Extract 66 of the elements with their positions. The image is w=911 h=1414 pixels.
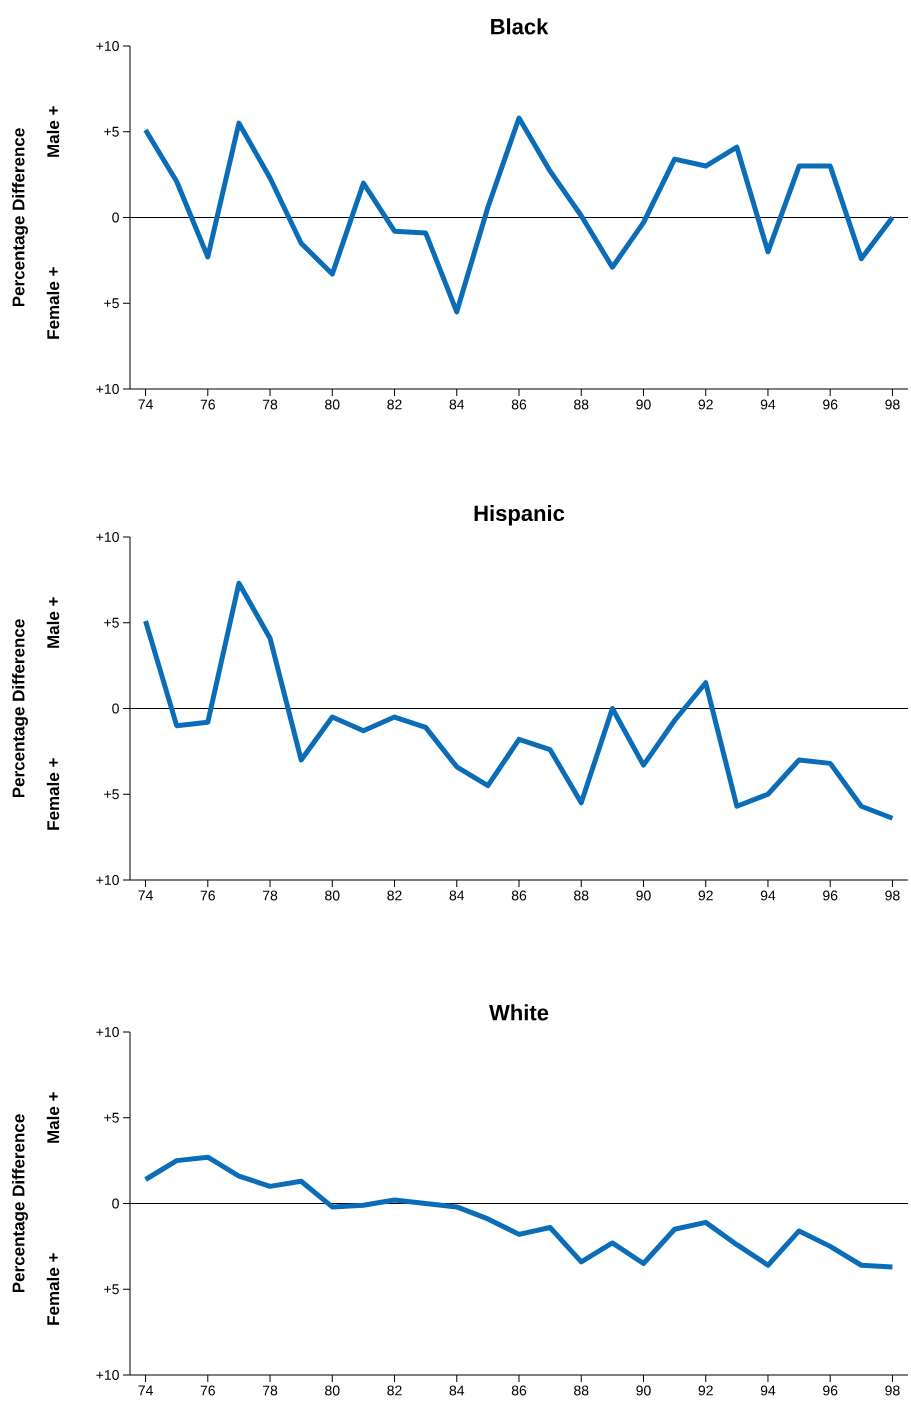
- y-tick-label: +5: [104, 1284, 119, 1295]
- y-tick-label: 0: [112, 212, 119, 223]
- x-tick-label: 90: [636, 890, 651, 901]
- x-tick-label: 82: [387, 890, 402, 901]
- x-tick-label: 86: [511, 890, 527, 901]
- x-tick-label: 76: [200, 1385, 215, 1396]
- x-tick-label: 94: [760, 399, 776, 410]
- y-tick-label: +10: [96, 384, 119, 394]
- x-tick-label: 88: [574, 1385, 589, 1396]
- text: Female +: [46, 267, 60, 339]
- y-tick-label: 0: [112, 703, 119, 714]
- text: Male +: [46, 597, 60, 648]
- y-axis-title: Percentage Difference: [12, 619, 28, 798]
- x-tick-label: 98: [885, 399, 900, 410]
- x-tick-label: 84: [449, 1385, 465, 1396]
- y-tick-label: +10: [96, 1027, 119, 1037]
- x-tick-label: 74: [138, 399, 153, 410]
- x-tick-label: 78: [262, 1385, 278, 1396]
- x-tick-label: 92: [698, 1385, 713, 1396]
- y-tick-label: +5: [104, 126, 119, 137]
- chart-title: White: [489, 1004, 549, 1021]
- y-tick-label: +5: [104, 1112, 119, 1123]
- x-tick-label: 96: [823, 890, 838, 901]
- text: Male +: [46, 1092, 60, 1143]
- x-tick-label: 80: [325, 890, 340, 901]
- x-tick-label: 98: [885, 1385, 900, 1396]
- text: Female +: [46, 1253, 60, 1325]
- x-tick-label: 94: [760, 1385, 776, 1396]
- x-tick-label: 76: [200, 399, 215, 410]
- text: Female +: [46, 758, 60, 830]
- y-tick-label: +5: [104, 789, 119, 800]
- x-tick-label: 92: [698, 399, 713, 410]
- x-tick-label: 84: [449, 399, 465, 410]
- x-tick-label: 86: [511, 1385, 527, 1396]
- x-tick-label: 82: [387, 1385, 402, 1396]
- y-tick-label: +5: [104, 617, 119, 628]
- text: Male +: [46, 106, 60, 157]
- x-tick-label: 94: [760, 890, 776, 901]
- x-tick-label: 76: [200, 890, 215, 901]
- x-tick-label: 78: [262, 890, 278, 901]
- x-tick-label: 74: [138, 890, 153, 901]
- x-tick-label: 90: [636, 399, 651, 410]
- x-tick-label: 98: [885, 890, 900, 901]
- x-tick-label: 88: [574, 890, 589, 901]
- y-axis-title: Percentage Difference: [12, 1114, 28, 1293]
- y-tick-label: +10: [96, 532, 119, 542]
- x-tick-label: 80: [325, 399, 340, 410]
- x-tick-label: 86: [511, 399, 527, 410]
- x-tick-label: 74: [138, 1385, 153, 1396]
- y-tick-label: +10: [96, 1370, 119, 1380]
- x-tick-label: 90: [636, 1385, 651, 1396]
- x-tick-label: 96: [823, 1385, 838, 1396]
- x-tick-label: 92: [698, 890, 713, 901]
- x-tick-label: 82: [387, 399, 402, 410]
- y-axis-title: Percentage Difference: [12, 128, 28, 307]
- x-tick-label: 78: [262, 399, 278, 410]
- y-tick-label: +10: [96, 875, 119, 885]
- y-tick-label: 0: [112, 1198, 119, 1209]
- chart-title: Hispanic: [474, 504, 565, 526]
- x-tick-label: 84: [449, 890, 465, 901]
- x-tick-label: 80: [325, 1385, 340, 1396]
- x-tick-label: 88: [574, 399, 589, 410]
- y-tick-label: +10: [96, 41, 119, 51]
- y-tick-label: +5: [104, 298, 119, 309]
- chart-title: Black: [491, 18, 549, 35]
- x-tick-label: 96: [823, 399, 838, 410]
